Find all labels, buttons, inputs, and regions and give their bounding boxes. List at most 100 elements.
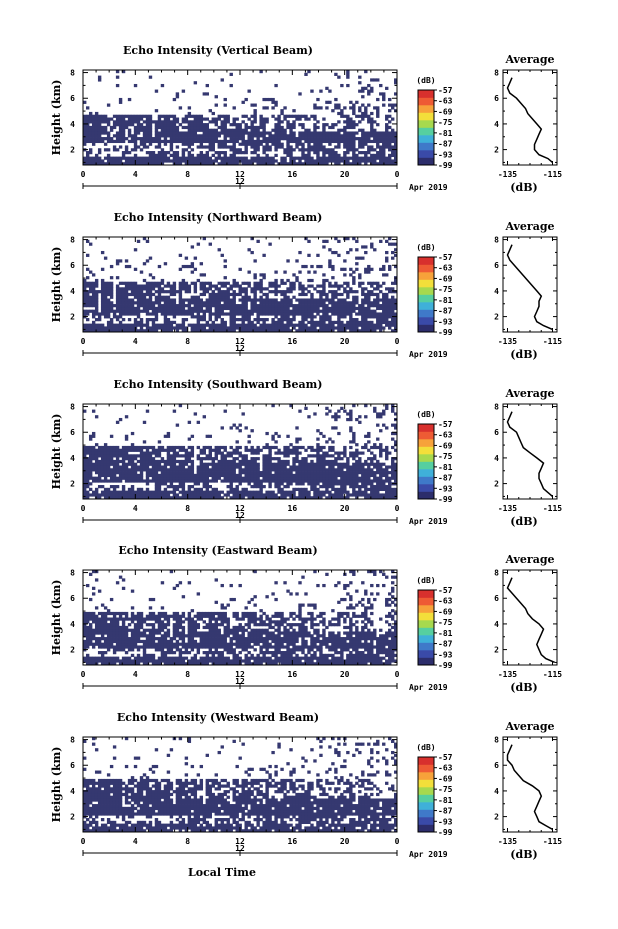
profile-y-tick-label: 6	[494, 428, 499, 437]
colorbar-segment	[418, 279, 434, 288]
colorbar-segment	[418, 135, 434, 143]
x-tick-label: 20	[340, 337, 350, 346]
y-tick-label: 6	[70, 261, 75, 270]
colorbar-tick-label: -69	[438, 274, 453, 283]
profile-x-label: (dB)	[510, 348, 537, 361]
colorbar-tick-label: -81	[438, 129, 453, 138]
profile-line	[506, 411, 553, 497]
profile-line	[506, 244, 553, 331]
average-profile: Average 2 4 6 8 -135 -115 (dB)	[494, 553, 562, 694]
y-axis: 2 4 6 8 Height (km)	[50, 236, 397, 330]
profile-x-tick-label: -115	[543, 170, 562, 179]
colorbar-tick-label: -69	[438, 107, 453, 116]
y-tick-label: 4	[70, 287, 75, 296]
colorbar-segment	[418, 772, 434, 780]
colorbar-segment	[418, 650, 434, 658]
colorbar-segment	[418, 657, 434, 666]
x-tick-label: 0	[81, 337, 86, 346]
profile-y-tick-label: 2	[494, 480, 499, 489]
x-tick-label: 20	[340, 170, 350, 179]
average-profile: Average 2 4 6 8 -135 -115 (dB)	[494, 53, 562, 194]
x-tick-label: 16	[288, 670, 298, 679]
x-tick-label: 0	[81, 837, 86, 846]
profile-y-tick-label: 4	[494, 620, 499, 629]
y-tick-label: 4	[70, 454, 75, 463]
x-tick-label: 4	[133, 337, 138, 346]
profile-y-tick-label: 6	[494, 261, 499, 270]
profile-frame	[502, 69, 558, 166]
colorbar-segment	[418, 97, 434, 106]
profile-x-tick-label: -135	[498, 504, 517, 513]
colorbar: (dB)-57 -63-69 -75 -81 -87-93 -99	[416, 410, 452, 504]
average-profile: Average 2 4 6 8 -135 -115 (dB)	[494, 387, 562, 528]
colorbar-tick-label: -81	[438, 796, 453, 805]
x-tick-label: 0	[81, 670, 86, 679]
x-tick-label: 16	[288, 337, 298, 346]
colorbar-segment	[418, 484, 434, 492]
y-tick-label: 8	[70, 569, 75, 578]
profile-y-tick-label: 4	[494, 454, 499, 463]
x-tick-label: 0	[395, 837, 400, 846]
y-tick-label: 6	[70, 761, 75, 770]
y-axis: 2 4 6 8 Height (km)	[50, 569, 397, 663]
colorbar-tick-label: -75	[438, 285, 453, 294]
profile-y-tick-label: 8	[494, 569, 499, 578]
colorbar: (dB)-57 -63-69 -75 -81 -87-93 -99	[416, 576, 452, 670]
x-axis: 0 4 8 12 16 20 0 12 Apr 2019	[81, 404, 448, 526]
colorbar-segment	[418, 620, 434, 628]
profile-y-tick-label: 4	[494, 120, 499, 129]
heatmap-cells	[83, 404, 398, 500]
panel-title: Echo Intensity (Eastward Beam)	[118, 544, 317, 557]
colorbar-tick-label: -87	[438, 474, 453, 483]
colorbar-segment	[418, 90, 434, 98]
colorbar-unit: (dB)	[416, 76, 435, 85]
x-tick-label: 16	[288, 504, 298, 513]
x-tick-label: 0	[395, 337, 400, 346]
colorbar-tick-label: -81	[438, 629, 453, 638]
y-tick-label: 2	[70, 646, 75, 655]
x-day-label: 12	[235, 511, 245, 520]
colorbar-tick-label: -69	[438, 607, 453, 616]
y-tick-label: 2	[70, 480, 75, 489]
x-day-label: 12	[235, 177, 245, 186]
colorbar-segment	[418, 309, 434, 318]
colorbar-tick-label: -99	[438, 828, 453, 837]
colorbar-segment	[418, 794, 434, 803]
date-label: Apr 2019	[409, 350, 448, 359]
colorbar-segment	[418, 324, 434, 333]
x-tick-label: 4	[133, 504, 138, 513]
profile-y-tick-label: 8	[494, 236, 499, 245]
profile-title: Average	[504, 720, 554, 733]
colorbar-segment	[418, 264, 434, 273]
x-tick-label: 16	[288, 837, 298, 846]
panel-title: Echo Intensity (Northward Beam)	[114, 211, 323, 224]
x-tick-label: 4	[133, 670, 138, 679]
colorbar-tick-label: -93	[438, 650, 453, 659]
colorbar-segment	[418, 272, 434, 280]
x-day-label: 12	[235, 344, 245, 353]
profile-line	[506, 577, 556, 664]
x-tick-label: 4	[133, 170, 138, 179]
x-tick-label: 8	[185, 170, 190, 179]
colorbar-tick-label: -93	[438, 317, 453, 326]
y-tick-label: 4	[70, 620, 75, 629]
colorbar-tick-label: -99	[438, 661, 453, 670]
colorbar-segment	[418, 605, 434, 613]
profile-line	[506, 744, 553, 831]
x-axis: 0 4 8 12 16 20 0 12 Apr 2019	[81, 570, 448, 692]
colorbar-segment	[418, 597, 434, 606]
colorbar-tick-label: -81	[438, 463, 453, 472]
heatmap-cells	[83, 570, 398, 666]
profile-y-tick-label: 8	[494, 403, 499, 412]
profile-x-label: (dB)	[510, 681, 537, 694]
colorbar-tick-label: -87	[438, 140, 453, 149]
colorbar-segment	[418, 150, 434, 158]
colorbar-tick-label: -75	[438, 618, 453, 627]
colorbar-segment	[418, 824, 434, 833]
x-tick-label: 12	[235, 504, 245, 513]
colorbar-tick-label: -87	[438, 807, 453, 816]
profile-y-tick-label: 6	[494, 94, 499, 103]
x-tick-label: 8	[185, 337, 190, 346]
date-label: Apr 2019	[409, 683, 448, 692]
colorbar-segment	[418, 424, 434, 432]
